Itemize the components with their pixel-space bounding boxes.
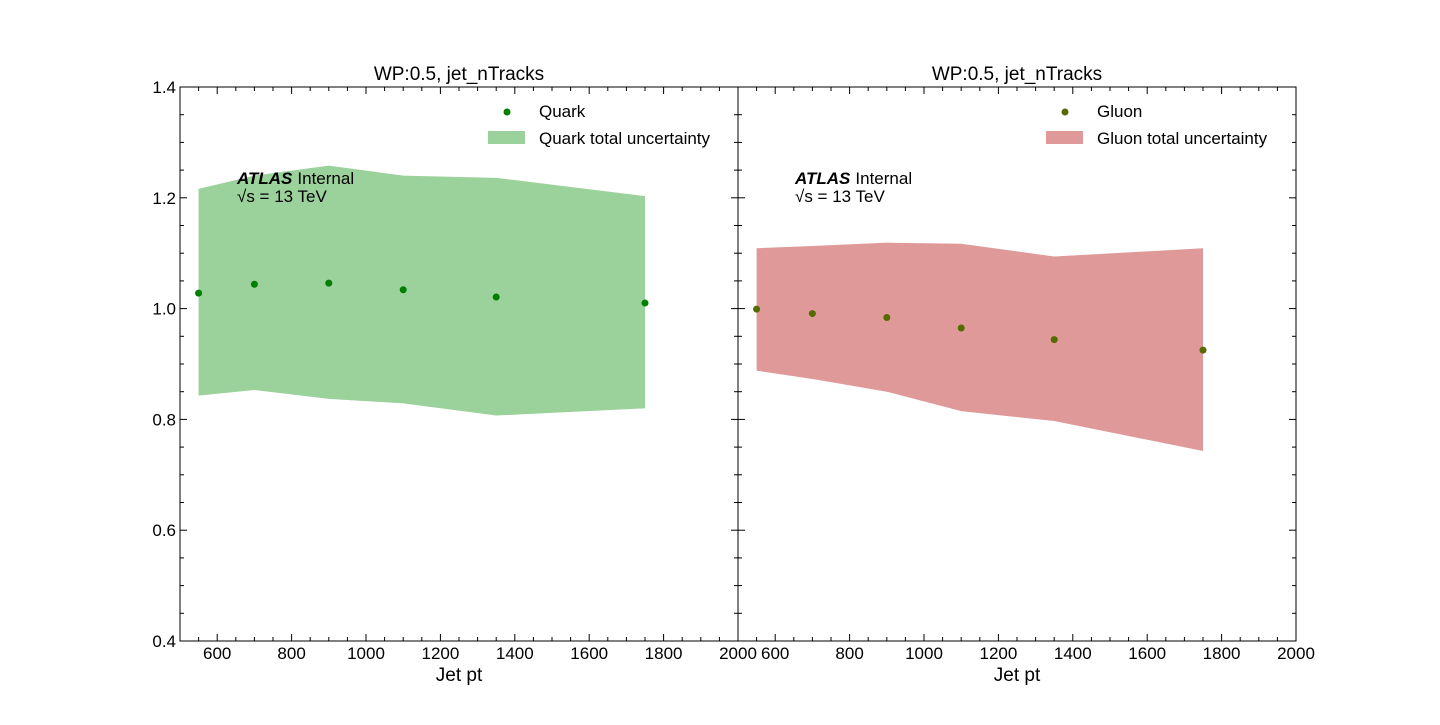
energy-label: √s = 13 TeV xyxy=(795,187,885,206)
internal-label: Internal xyxy=(297,169,354,188)
x-tick-label: 1400 xyxy=(1054,644,1092,663)
legend-label-band: Quark total uncertainty xyxy=(539,129,711,148)
data-point xyxy=(1050,336,1058,344)
x-tick-label: 1000 xyxy=(347,644,385,663)
x-tick-label: 2000 xyxy=(1277,644,1315,663)
panel-2: 600 800 1000 1200 1400 1600 1800 2000 WP:0.5, je… xyxy=(737,64,1315,686)
data-point xyxy=(195,289,203,297)
uncertainty-band xyxy=(198,165,645,416)
data-point xyxy=(399,286,407,294)
x-axis-title: Jet pt xyxy=(994,665,1041,686)
panel-title: WP:0.5, jet_nTracks xyxy=(374,64,544,85)
x-tick-label: 600 xyxy=(761,644,789,663)
legend-label-points: Quark xyxy=(539,102,586,121)
x-axis-title: Jet pt xyxy=(436,665,483,686)
x-tick-label: 1600 xyxy=(1128,644,1166,663)
data-point xyxy=(808,310,816,318)
y-tick-label: 0.6 xyxy=(152,521,176,540)
x-tick-label: 1000 xyxy=(905,644,943,663)
internal-label: Internal xyxy=(855,169,912,188)
data-point xyxy=(957,324,965,332)
data-point xyxy=(883,313,891,321)
y-tick-label: 1.2 xyxy=(152,189,176,208)
y-tick-label: 1.4 xyxy=(152,78,176,97)
x-tick-label: 800 xyxy=(277,644,305,663)
legend-label-points: Gluon xyxy=(1097,102,1142,121)
energy-label: √s = 13 TeV xyxy=(237,187,327,206)
x-tick-label: 800 xyxy=(835,644,863,663)
legend-marker-band xyxy=(1046,131,1083,144)
legend-marker-points xyxy=(1061,108,1069,116)
atlas-label: ATLAS xyxy=(236,169,293,188)
x-tick-label: 1800 xyxy=(1203,644,1241,663)
data-point xyxy=(1199,346,1207,354)
x-tick-label: 1600 xyxy=(570,644,608,663)
data-point xyxy=(753,305,761,313)
panel-1: 600 800 1000 1200 1400 1600 1800 2000 0.4 0.6 0.8 1… xyxy=(152,64,757,686)
data-point xyxy=(250,280,258,288)
x-tick-label: 1400 xyxy=(496,644,534,663)
data-point xyxy=(641,299,649,307)
y-tick-label: 1.0 xyxy=(152,300,176,319)
data-point xyxy=(325,279,333,287)
y-tick-label: 0.8 xyxy=(152,410,176,429)
legend-marker-points xyxy=(503,108,511,116)
y-tick-label: 0.4 xyxy=(152,632,176,651)
x-tick-label: 1200 xyxy=(979,644,1017,663)
x-tick-label: 1200 xyxy=(421,644,459,663)
panel-title: WP:0.5, jet_nTracks xyxy=(932,64,1102,85)
x-tick-label: 1800 xyxy=(645,644,683,663)
atlas-label: ATLAS xyxy=(794,169,851,188)
x-tick-label: 2000 xyxy=(719,644,757,663)
data-point xyxy=(492,293,500,301)
legend-label-band: Gluon total uncertainty xyxy=(1097,129,1268,148)
x-tick-label: 600 xyxy=(203,644,231,663)
uncertainty-band xyxy=(756,242,1203,451)
legend-marker-band xyxy=(488,131,525,144)
